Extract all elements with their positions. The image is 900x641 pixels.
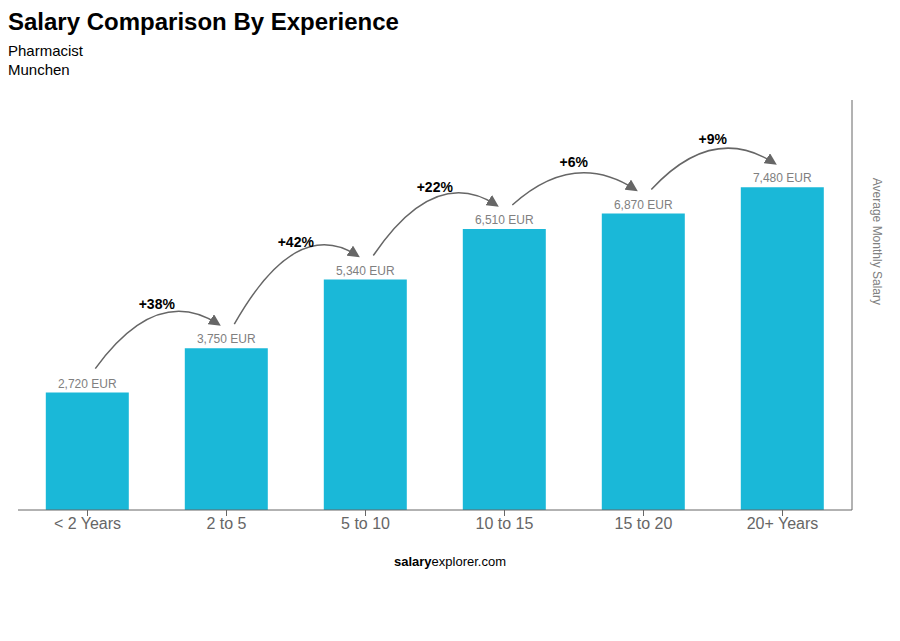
- svg-text:2 to 5: 2 to 5: [206, 515, 246, 532]
- svg-text:15 to 20: 15 to 20: [615, 515, 673, 532]
- html-text:Salary Comparison By Experienc: Salary Comparison By Experience: [8, 8, 399, 35]
- svg-text:3,750 EUR: 3,750 EUR: [197, 332, 256, 346]
- svg-text:2,720 EUR: 2,720 EUR: [58, 377, 117, 391]
- svg-text:10 to 15: 10 to 15: [476, 515, 534, 532]
- svg-text:+42%: +42%: [278, 234, 315, 250]
- svg-text:+22%: +22%: [417, 179, 454, 195]
- svg-text:< 2 Years: < 2 Years: [54, 515, 121, 532]
- svg-text:+9%: +9%: [699, 131, 728, 147]
- html-text:Pharmacist: Pharmacist: [8, 42, 83, 59]
- svg-text:Average Monthly Salary: Average Monthly Salary: [870, 178, 884, 305]
- html-text:Munchen: Munchen: [8, 61, 70, 78]
- svg-text:5 to 10: 5 to 10: [341, 515, 390, 532]
- svg-text:6,510 EUR: 6,510 EUR: [475, 213, 534, 227]
- svg-text:+6%: +6%: [560, 154, 589, 170]
- svg-text:+38%: +38%: [139, 296, 176, 312]
- svg-text:7,480 EUR: 7,480 EUR: [753, 171, 812, 185]
- svg-text:6,870 EUR: 6,870 EUR: [614, 198, 673, 212]
- html-text:salary explorer.com: salary explorer.com: [394, 554, 506, 569]
- svg-text:20+ Years: 20+ Years: [747, 515, 819, 532]
- svg-text:5,340 EUR: 5,340 EUR: [336, 264, 395, 278]
